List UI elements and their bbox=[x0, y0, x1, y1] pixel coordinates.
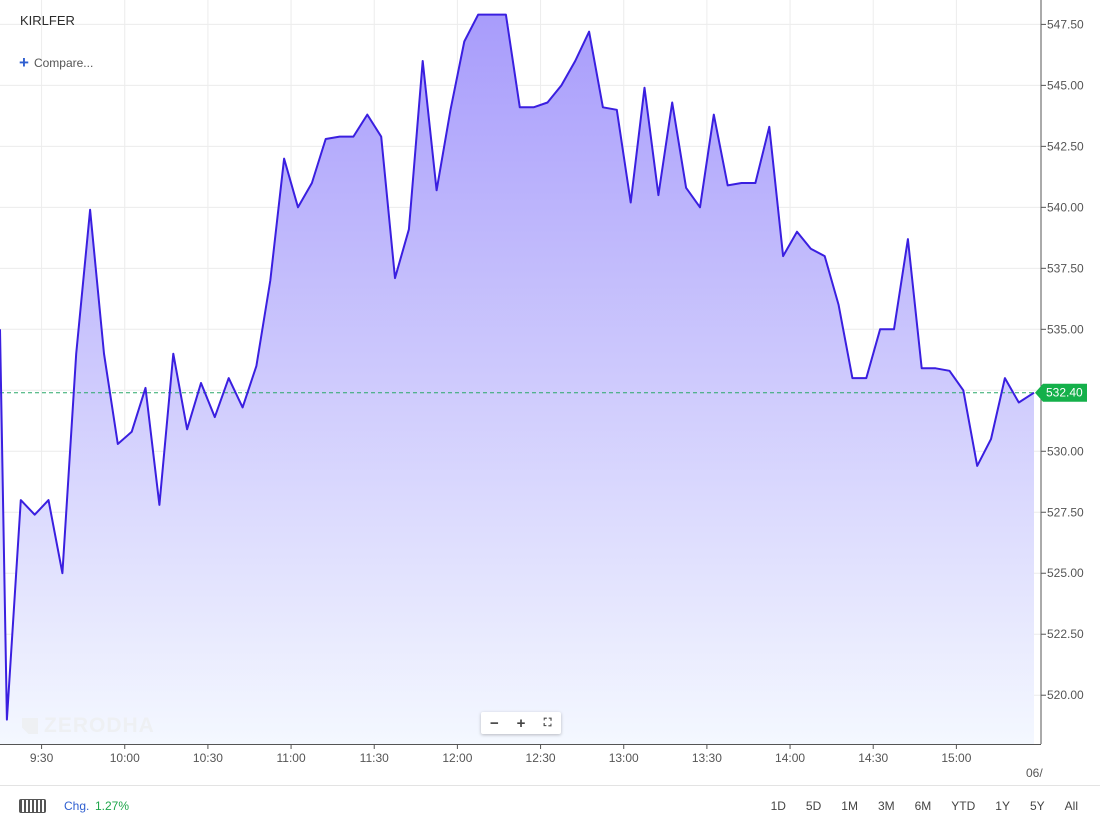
y-tick-label: 542.50 bbox=[1047, 139, 1084, 153]
range-button-ytd[interactable]: YTD bbox=[951, 799, 976, 813]
y-tick-label: 535.00 bbox=[1047, 322, 1084, 336]
x-tick-label: 9:30 bbox=[30, 751, 54, 765]
zerodha-logo-icon bbox=[22, 718, 38, 734]
x-tick-label: 11:30 bbox=[360, 751, 389, 765]
y-tick-label: 547.50 bbox=[1047, 17, 1084, 31]
compare-label: Compare... bbox=[33, 56, 94, 70]
bottom-toolbar: Chg. 1.27% 1D 5D 1M 3M 6M YTD 1Y 5Y All bbox=[0, 785, 1100, 827]
x-tick-label: 12:30 bbox=[526, 751, 556, 765]
price-area bbox=[0, 14, 1034, 745]
x-date-label: 06/ bbox=[1026, 766, 1043, 780]
plus-icon: + bbox=[19, 53, 29, 72]
y-tick-label: 540.00 bbox=[1047, 200, 1084, 214]
y-tick-label: 522.50 bbox=[1047, 627, 1084, 641]
x-tick-label: 13:30 bbox=[692, 751, 722, 765]
zoom-controls: − + ⛶ bbox=[481, 712, 561, 734]
range-selector: 1D 5D 1M 3M 6M YTD 1Y 5Y All bbox=[751, 799, 1078, 813]
zoom-in-button[interactable]: + bbox=[516, 714, 526, 732]
x-tick-label: 11:00 bbox=[277, 751, 306, 765]
range-button-1y[interactable]: 1Y bbox=[995, 799, 1010, 813]
y-tick-label: 525.00 bbox=[1047, 566, 1084, 580]
x-tick-label: 10:00 bbox=[110, 751, 140, 765]
range-button-1m[interactable]: 1M bbox=[841, 799, 858, 813]
keyboard-icon[interactable] bbox=[19, 799, 46, 813]
range-button-all[interactable]: All bbox=[1064, 799, 1078, 813]
y-tick-label: 537.50 bbox=[1047, 261, 1084, 275]
y-tick-label: 520.00 bbox=[1047, 688, 1084, 702]
x-tick-label: 14:30 bbox=[858, 751, 888, 765]
x-tick-label: 15:00 bbox=[941, 751, 971, 765]
range-button-6m[interactable]: 6M bbox=[914, 799, 932, 813]
x-tick-label: 10:30 bbox=[193, 751, 223, 765]
y-tick-label: 545.00 bbox=[1047, 78, 1084, 92]
fullscreen-icon[interactable]: ⛶ bbox=[543, 716, 552, 729]
watermark: ZERODHA bbox=[22, 714, 155, 738]
change-value: 1.27% bbox=[95, 799, 130, 813]
price-chart[interactable]: 547.50 545.00 542.50 540.00 537.50 535.00 532.… bbox=[0, 0, 1100, 785]
last-price-label: 532.40 bbox=[1046, 386, 1083, 400]
last-price-badge bbox=[1035, 383, 1087, 402]
y-tick-label: 527.50 bbox=[1047, 505, 1084, 519]
symbol-title: KIRLFER bbox=[20, 13, 75, 28]
compare-button[interactable]: + Compare... bbox=[19, 53, 94, 72]
y-tick-label: 530.00 bbox=[1047, 444, 1084, 458]
range-button-3m[interactable]: 3M bbox=[877, 799, 895, 813]
x-axis: 9:30 10:00 10:30 11:00 11:30 12:00 12:30 13:00 1… bbox=[30, 744, 1043, 780]
change-label: Chg. bbox=[64, 799, 90, 813]
y-axis: 547.50 545.00 542.50 540.00 537.50 535.00 532.… bbox=[1041, 17, 1084, 702]
price-line bbox=[0, 13, 1035, 721]
x-tick-label: 13:00 bbox=[609, 751, 639, 765]
last-price-tag: 532.40 bbox=[1035, 383, 1087, 402]
range-button-1d[interactable]: 1D bbox=[770, 799, 786, 813]
watermark-text: ZERODHA bbox=[44, 714, 155, 737]
x-tick-label: 12:00 bbox=[442, 751, 472, 765]
zoom-out-button[interactable]: − bbox=[489, 714, 499, 732]
x-tick-label: 14:00 bbox=[775, 751, 805, 765]
range-button-5y[interactable]: 5Y bbox=[1029, 799, 1045, 813]
range-button-5d[interactable]: 5D bbox=[805, 799, 822, 813]
